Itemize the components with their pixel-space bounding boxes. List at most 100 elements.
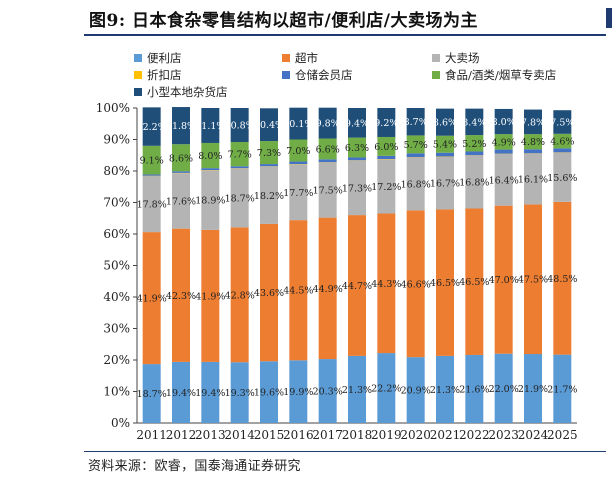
legend-item: 大卖场 bbox=[432, 50, 480, 66]
legend-swatch bbox=[282, 71, 290, 79]
data-label: 48.5% bbox=[547, 274, 577, 285]
legend-swatch bbox=[432, 54, 440, 62]
data-label: 42.3% bbox=[166, 291, 196, 302]
legend-item: 小型本地杂货店 bbox=[134, 84, 228, 100]
data-label: 21.7% bbox=[547, 384, 577, 395]
data-label: 9.8% bbox=[316, 119, 340, 130]
data-label: 41.9% bbox=[137, 294, 167, 305]
bar-segment bbox=[230, 168, 249, 228]
bar-segment bbox=[260, 164, 278, 167]
legend-item: 食品/酒类/烟草专卖店 bbox=[432, 67, 556, 83]
bar-segment bbox=[230, 166, 249, 169]
bar-segment bbox=[494, 149, 513, 154]
data-label: 12.2% bbox=[137, 122, 167, 133]
source-divider bbox=[84, 451, 606, 452]
y-tick-label: 30% bbox=[103, 322, 130, 336]
bar-segment bbox=[436, 209, 454, 356]
bar-segment bbox=[142, 232, 161, 365]
data-label: 41.9% bbox=[195, 291, 225, 302]
legend-item: 超市 bbox=[282, 50, 318, 66]
bar-segment bbox=[260, 108, 278, 142]
bar-segment bbox=[172, 361, 190, 423]
bar-segment bbox=[553, 110, 572, 134]
title-edge-mark bbox=[606, 8, 612, 28]
data-label: 21.3% bbox=[342, 385, 372, 396]
legend-item: 折扣店 bbox=[134, 67, 182, 83]
data-label: 11.8% bbox=[166, 121, 196, 132]
bar-segment bbox=[406, 135, 425, 154]
legend-label: 食品/酒类/烟草专卖店 bbox=[445, 68, 557, 82]
data-label: 16.8% bbox=[401, 179, 431, 190]
data-label: 4.6% bbox=[550, 137, 574, 148]
data-label: 10.1% bbox=[283, 119, 313, 130]
data-label: 17.6% bbox=[166, 196, 196, 207]
data-label: 7.5% bbox=[550, 118, 574, 129]
data-label: 18.7% bbox=[225, 193, 255, 204]
bar-segment bbox=[553, 152, 572, 202]
source-note: 资料来源：欧睿，国泰海通证券研究 bbox=[88, 459, 301, 474]
bar-segment bbox=[172, 107, 190, 145]
bar-segment bbox=[553, 354, 572, 423]
data-label: 8.0% bbox=[198, 151, 222, 162]
data-label: 46.6% bbox=[401, 279, 431, 290]
legend-label: 折扣店 bbox=[147, 68, 182, 82]
data-label: 5.4% bbox=[433, 140, 457, 151]
data-label: 19.4% bbox=[166, 388, 196, 399]
data-label: 10.8% bbox=[225, 121, 255, 132]
bar-segment bbox=[524, 153, 542, 205]
bar-segment bbox=[142, 174, 161, 176]
data-label: 17.7% bbox=[283, 188, 313, 199]
bar-segment bbox=[172, 228, 190, 362]
y-tick-label: 70% bbox=[103, 196, 130, 210]
bar-segment bbox=[172, 144, 190, 172]
bar-segment bbox=[436, 108, 454, 136]
x-tick-label: 2020 bbox=[400, 428, 431, 442]
data-label: 9.1% bbox=[140, 156, 164, 167]
bar-segment bbox=[494, 153, 513, 206]
data-label: 7.8% bbox=[521, 117, 545, 128]
legend-swatch bbox=[134, 71, 142, 79]
x-tick-label: 2018 bbox=[342, 428, 373, 442]
data-label: 44.3% bbox=[371, 279, 401, 290]
bar-segment bbox=[553, 133, 572, 149]
bar-segment bbox=[524, 354, 542, 423]
title-divider bbox=[84, 34, 606, 36]
bar-segment bbox=[406, 153, 425, 158]
bar-segment bbox=[406, 108, 425, 136]
data-label: 4.8% bbox=[521, 137, 545, 148]
bar-segment bbox=[289, 360, 308, 423]
x-tick-label: 2013 bbox=[195, 428, 226, 442]
data-label: 22.0% bbox=[489, 384, 519, 395]
data-label: 4.9% bbox=[492, 137, 516, 148]
data-label: 42.8% bbox=[225, 290, 255, 301]
bar-segment bbox=[318, 159, 337, 163]
data-label: 9.4% bbox=[345, 118, 369, 129]
legend-item: 便利店 bbox=[134, 50, 182, 66]
data-label: 21.3% bbox=[430, 385, 460, 396]
bar-segment bbox=[318, 107, 337, 139]
legend-label: 小型本地杂货店 bbox=[147, 85, 228, 99]
bar-segment bbox=[377, 155, 396, 160]
bar-segment bbox=[201, 229, 220, 362]
bar-segment bbox=[289, 220, 308, 361]
x-tick-label: 2023 bbox=[488, 428, 519, 442]
bar-segment bbox=[172, 171, 190, 173]
bar-segment bbox=[230, 362, 249, 423]
bar-segment bbox=[377, 136, 396, 156]
bar-segment bbox=[524, 109, 542, 135]
data-label: 7.3% bbox=[257, 148, 281, 159]
bar-segment bbox=[348, 355, 366, 423]
data-label: 18.2% bbox=[254, 191, 284, 202]
legend-label: 超市 bbox=[295, 51, 318, 65]
bar-segment bbox=[172, 173, 190, 229]
legend-label: 仓储会员店 bbox=[295, 68, 353, 82]
bar-segment bbox=[142, 107, 161, 146]
data-label: 16.8% bbox=[459, 178, 489, 189]
bar-segment bbox=[465, 155, 484, 209]
y-tick-label: 100% bbox=[96, 101, 130, 115]
data-label: 19.9% bbox=[283, 387, 313, 398]
data-label: 7.7% bbox=[228, 150, 252, 161]
data-label: 20.9% bbox=[401, 386, 431, 397]
bar-segment bbox=[436, 355, 454, 423]
x-tick-label: 2024 bbox=[518, 428, 549, 442]
